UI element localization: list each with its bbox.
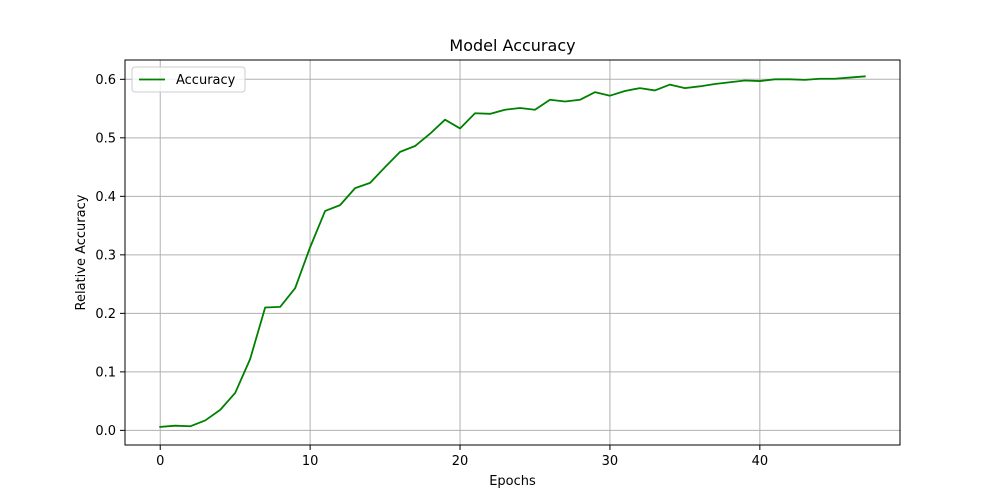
x-tick-label: 40 [752, 454, 769, 469]
y-axis-label: Relative Accuracy [74, 194, 89, 310]
legend-label: Accuracy [176, 73, 236, 88]
legend-box [131, 66, 246, 93]
y-tick-label: 0.6 [95, 73, 116, 88]
x-axis-label: Epochs [489, 474, 536, 489]
legend: Accuracy [131, 66, 246, 93]
x-tick-label: 0 [156, 454, 164, 469]
grid [125, 60, 900, 445]
series-line-accuracy [159, 75, 866, 428]
chart-title: Model Accuracy [449, 36, 575, 55]
y-tick-label: 0.4 [95, 190, 116, 205]
x-tick-label: 10 [302, 454, 319, 469]
plot-lines [159, 75, 866, 428]
x-tick-label: 20 [452, 454, 469, 469]
y-tick-label: 0.0 [95, 424, 116, 439]
y-tick-label: 0.2 [95, 307, 116, 322]
axis-ticks: 0 10 20 30 40 0.0 0.1 0.2 0.3 0.4 0.5 0.6 [95, 73, 768, 469]
y-tick-label: 0.3 [95, 248, 116, 263]
y-tick-label: 0.5 [95, 131, 116, 146]
x-tick-label: 30 [602, 454, 619, 469]
plot-area-frame [124, 59, 901, 446]
y-tick-label: 0.1 [95, 365, 116, 380]
